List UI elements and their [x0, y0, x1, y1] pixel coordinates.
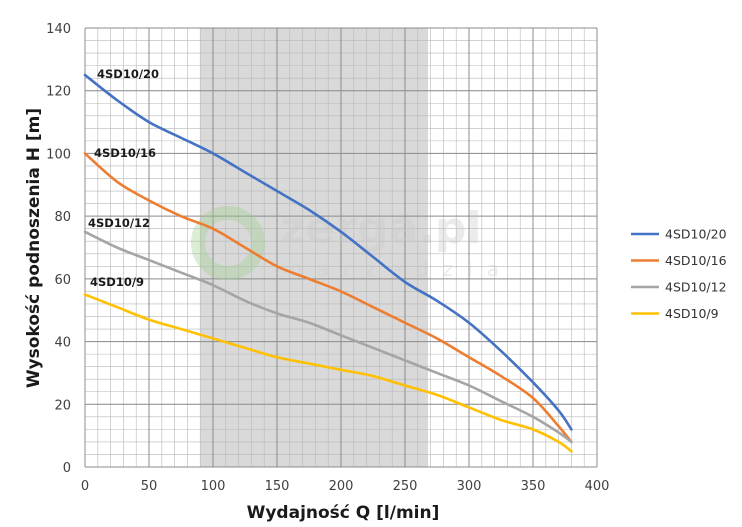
legend-item-4sd10-9: 4SD10/9 — [631, 306, 719, 321]
y-tick-label: 0 — [63, 461, 71, 476]
series-label-4sd10-20: 4SD10/20 — [97, 67, 159, 81]
x-axis-ticks: 0 50 100 150 200 250 300 350 400 — [81, 479, 610, 494]
x-tick-label: 50 — [141, 479, 158, 494]
y-tick-label: 100 — [46, 147, 71, 162]
series-label-4sd10-12: 4SD10/12 — [88, 216, 150, 230]
x-axis-title: Wydajność Q [l/min] — [247, 503, 440, 523]
legend-label: 4SD10/20 — [665, 227, 727, 242]
y-tick-label: 60 — [54, 273, 71, 288]
y-tick-label: 80 — [54, 210, 71, 225]
watermark-tagline: narzędzia — [290, 257, 513, 281]
series-line-4sd10-12 — [83, 230, 573, 444]
x-tick-label: 100 — [201, 479, 226, 494]
series-label-4sd10-9: 4SD10/9 — [90, 275, 144, 289]
working-range-band — [200, 28, 429, 467]
series-lines — [83, 73, 573, 453]
watermark-gear-icon — [191, 206, 265, 280]
major-gridlines — [84, 27, 598, 468]
series-label-4sd10-16: 4SD10/16 — [94, 146, 156, 160]
legend-label: 4SD10/9 — [665, 306, 719, 321]
x-tick-label: 400 — [585, 479, 610, 494]
legend-item-4sd10-12: 4SD10/12 — [631, 280, 727, 295]
legend-item-4sd10-20: 4SD10/20 — [631, 227, 727, 242]
y-axis-ticks: 0 20 40 60 80 100 120 140 — [46, 22, 71, 476]
x-tick-label: 150 — [265, 479, 290, 494]
y-tick-label: 20 — [54, 398, 71, 413]
series-line-4sd10-16 — [83, 152, 573, 444]
series-line-4sd10-20 — [83, 73, 573, 431]
y-tick-label: 140 — [46, 22, 71, 37]
x-tick-label: 200 — [329, 479, 354, 494]
legend: 4SD10/20 4SD10/16 4SD10/12 4SD10/9 — [631, 227, 727, 321]
legend-item-4sd10-16: 4SD10/16 — [631, 253, 727, 268]
legend-label: 4SD10/16 — [665, 253, 727, 268]
x-tick-label: 350 — [521, 479, 546, 494]
legend-label: 4SD10/12 — [665, 280, 727, 295]
y-tick-label: 120 — [46, 85, 71, 100]
y-tick-label: 40 — [54, 336, 71, 351]
x-tick-label: 300 — [457, 479, 482, 494]
x-tick-label: 0 — [81, 479, 89, 494]
series-line-4sd10-9 — [83, 293, 573, 453]
x-tick-label: 250 — [393, 479, 418, 494]
y-axis-title: Wysokość podnoszenia H [m] — [24, 108, 44, 388]
